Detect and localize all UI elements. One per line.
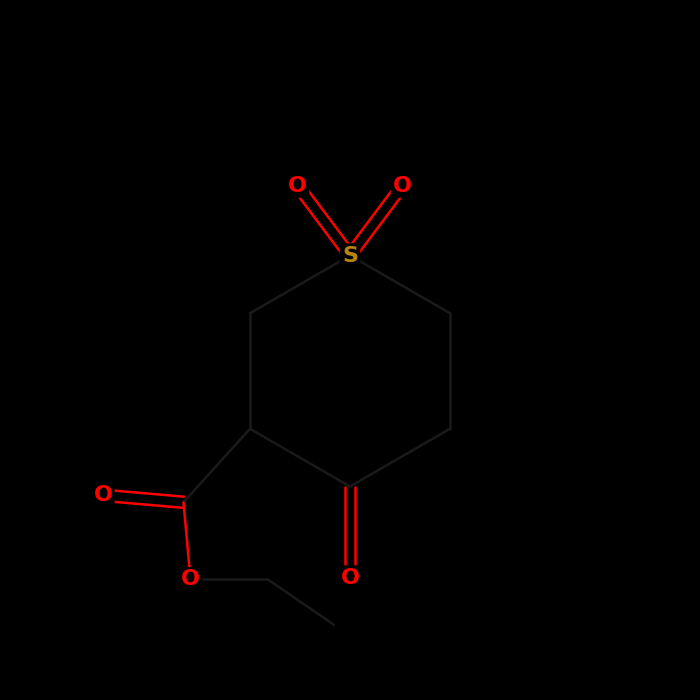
Text: O: O: [288, 176, 307, 195]
Text: S: S: [342, 246, 358, 265]
Text: O: O: [181, 569, 200, 589]
Text: O: O: [94, 485, 113, 505]
Text: O: O: [393, 176, 412, 195]
Text: O: O: [340, 568, 360, 587]
